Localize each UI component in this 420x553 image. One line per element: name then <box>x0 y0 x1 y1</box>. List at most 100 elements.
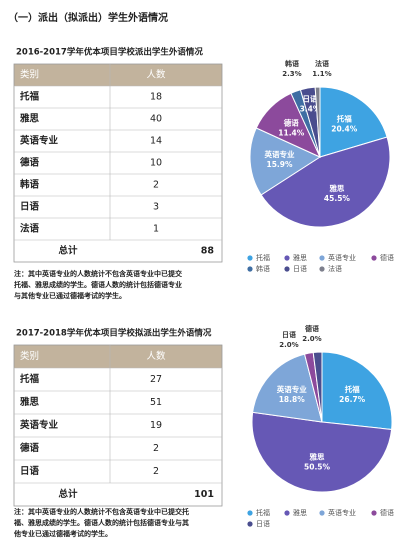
legend-swatch <box>284 255 290 261</box>
slice-value: 11.4% <box>278 128 305 137</box>
slice-value: 3.4% <box>300 105 321 114</box>
slice-name: 德语 <box>305 324 319 333</box>
legend-swatch <box>247 255 253 261</box>
pie-slice <box>312 351 323 423</box>
row-value: 1 <box>153 224 159 235</box>
row-label: 雅思 <box>19 113 40 125</box>
note: 注：其中英语专业的人数统计不包含英语专业中已提交托 <box>14 507 189 516</box>
slice-value: 26.7% <box>339 395 366 404</box>
row-value: 40 <box>150 114 162 125</box>
slice-name: 托福 <box>345 384 360 394</box>
header-cell: 类别 <box>20 69 39 81</box>
pie-slice <box>252 353 323 423</box>
slice-value: 2.0% <box>302 335 321 343</box>
pie-slice <box>260 136 391 228</box>
header-bg <box>14 64 222 86</box>
note: 托福、雅思成绩的学生。德语人数的统计包括德语专业 <box>14 280 182 289</box>
legend-label: 英语专业 <box>328 253 356 262</box>
header-cell: 类别 <box>20 350 39 362</box>
legend-swatch <box>284 510 290 516</box>
legend-label: 法语 <box>328 264 342 273</box>
header-cell: 人数 <box>146 350 166 362</box>
slice-name: 日语 <box>303 94 318 104</box>
legend-label: 托福 <box>256 253 270 262</box>
row-label: 德语 <box>20 442 40 454</box>
slice-name: 韩语 <box>285 59 299 68</box>
row-label: 韩语 <box>20 179 40 191</box>
slice-value: 15.9% <box>266 160 293 169</box>
legend-label: 德语 <box>380 253 394 262</box>
legend-swatch <box>247 266 253 272</box>
legend-label: 雅思 <box>293 253 307 262</box>
row-label: 托福 <box>20 91 40 103</box>
legend-label: 日语 <box>256 519 270 528</box>
row-value: 2 <box>153 466 159 477</box>
pie-slice <box>314 86 321 158</box>
header-cell: 人数 <box>146 69 166 81</box>
row-label: 德语 <box>20 157 40 169</box>
slice-value: 45.5% <box>324 194 351 203</box>
slice-name: 德语 <box>284 117 299 127</box>
pie-slice <box>319 86 388 158</box>
row-label: 日语 <box>20 465 40 477</box>
note: 与其他专业已通过德福考试的学生。 <box>14 291 126 300</box>
table-border <box>13 344 223 507</box>
legend-swatch <box>319 255 325 261</box>
slice-name: 法语 <box>315 59 329 68</box>
row-label: 托福 <box>20 373 40 385</box>
total-label: 总计 <box>58 245 78 257</box>
total-value: 88 <box>201 246 215 257</box>
slice-value: 18.8% <box>279 395 306 404</box>
legend-swatch <box>371 255 377 261</box>
slice-name: 日语 <box>282 330 296 339</box>
slice-name: 雅思 <box>310 451 325 461</box>
row-value: 19 <box>150 420 162 431</box>
legend-label: 日语 <box>293 264 307 273</box>
table-title: 2016-2017学年优本项目学校派出学生外语情况 <box>16 47 203 58</box>
slice-name: 英语专业 <box>265 149 295 159</box>
legend-swatch <box>284 266 290 272</box>
row-label: 法语 <box>20 223 40 235</box>
row-value: 18 <box>150 92 162 103</box>
legend-swatch <box>371 510 377 516</box>
pie-slice <box>249 127 322 196</box>
table-title: 2017-2018学年优本项目学校拟派出学生外语情况 <box>16 328 212 339</box>
row-value: 14 <box>150 136 162 147</box>
row-label: 雅思 <box>19 396 40 408</box>
slice-value: 2.3% <box>282 70 301 78</box>
legend-label: 英语专业 <box>328 508 356 517</box>
note: 他专业已通过德福考试的学生。 <box>13 529 112 538</box>
legend-swatch <box>319 266 325 272</box>
slice-name: 英语专业 <box>277 384 307 394</box>
legend-swatch <box>247 510 253 516</box>
row-value: 2 <box>153 443 159 454</box>
note: 注：其中英语专业的人数统计不包含英语专业中已提交 <box>14 269 183 278</box>
pie-slice <box>321 351 393 431</box>
note: 福、雅思成绩的学生。德语人数的统计包括德语专业与其 <box>13 518 189 527</box>
pie-slice <box>251 411 393 493</box>
legend-label: 雅思 <box>293 508 307 517</box>
slice-value: 20.4% <box>331 124 358 133</box>
legend-label: 韩语 <box>256 264 270 273</box>
slice-value: 50.5% <box>304 462 331 471</box>
row-value: 51 <box>150 397 162 408</box>
total-value: 101 <box>194 489 214 500</box>
legend-swatch <box>247 521 253 527</box>
row-label: 英语专业 <box>20 419 59 431</box>
legend-label: 托福 <box>256 508 270 517</box>
slice-value: 1.1% <box>312 70 331 78</box>
row-value: 10 <box>150 158 162 169</box>
row-label: 日语 <box>20 201 40 213</box>
legend-label: 德语 <box>380 508 394 517</box>
header-bg <box>14 345 222 368</box>
row-value: 2 <box>153 180 159 191</box>
row-value: 3 <box>153 202 159 213</box>
row-value: 27 <box>150 374 162 385</box>
table-border <box>13 63 223 263</box>
slice-name: 雅思 <box>329 183 344 193</box>
heading: （一）派出（拟派出）学生外语情况 <box>8 11 168 24</box>
legend-swatch <box>319 510 325 516</box>
total-label: 总计 <box>58 488 78 500</box>
slice-value: 2.0% <box>279 341 298 349</box>
